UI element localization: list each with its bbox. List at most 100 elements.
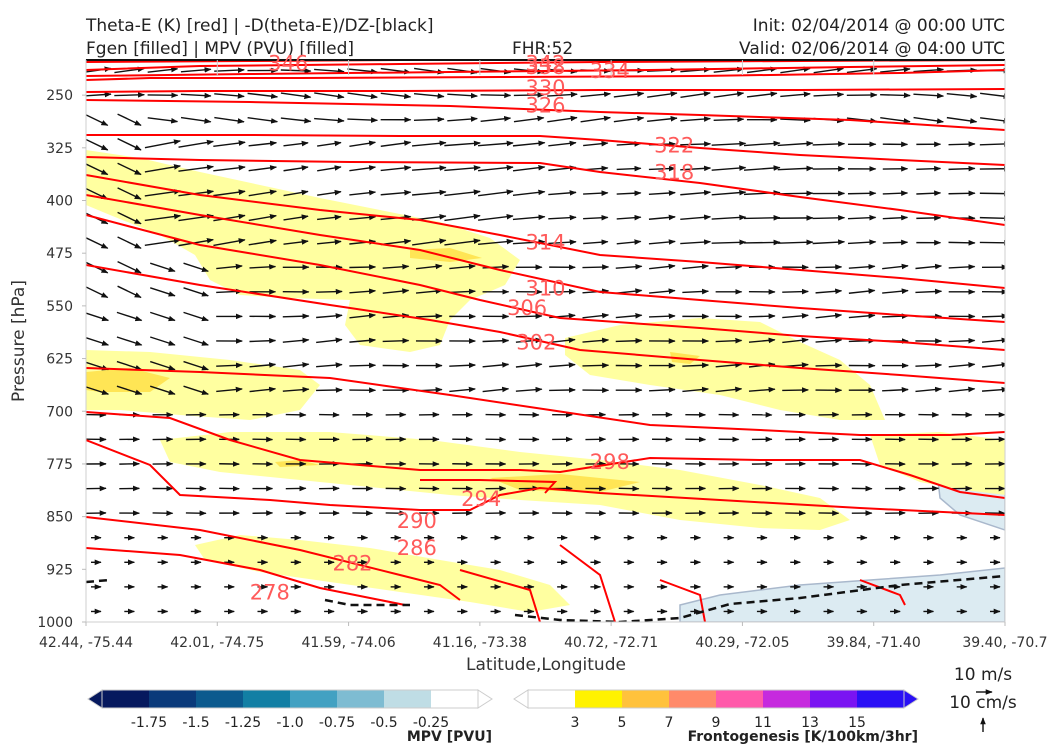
wind-vector xyxy=(583,190,609,196)
wind-vector xyxy=(715,337,743,344)
theta-e-298 xyxy=(86,411,1005,499)
wind-vector xyxy=(117,236,142,249)
cbar-fgen-tick: 3 xyxy=(571,715,580,731)
wind-vector xyxy=(615,263,643,270)
y-tick-label: 550 xyxy=(46,299,73,315)
wind-vector xyxy=(349,288,377,295)
wind-vector xyxy=(711,214,747,221)
x-tick-label: 41.59, -74.06 xyxy=(302,635,396,651)
wind-vector xyxy=(349,362,377,369)
wind-vector xyxy=(349,264,377,270)
ref-vector-horizontal-label: 10 m/s xyxy=(954,665,1012,685)
wind-vector xyxy=(915,288,943,295)
wind-vector xyxy=(213,140,246,148)
wind-vector xyxy=(648,239,676,245)
wind-vector xyxy=(815,362,843,369)
wind-vector xyxy=(946,116,978,124)
wind-vector xyxy=(782,387,809,393)
wind-vector xyxy=(249,337,277,344)
wind-vector xyxy=(178,237,214,247)
wind-vector xyxy=(117,138,142,151)
wind-vector xyxy=(515,386,543,393)
theta-e-290 xyxy=(86,516,461,601)
wind-vector xyxy=(482,337,510,344)
y-tick-label: 325 xyxy=(46,141,73,157)
wind-vector xyxy=(616,165,642,172)
y-tick-label: 850 xyxy=(46,510,73,526)
contour-label-294: 294 xyxy=(461,487,501,511)
x-tick-label: 42.44, -75.44 xyxy=(39,635,133,651)
wind-vector xyxy=(478,238,514,245)
wind-vector xyxy=(144,213,182,222)
contour-label-298: 298 xyxy=(590,450,630,474)
wind-vector xyxy=(314,117,345,124)
wind-vector xyxy=(282,313,310,319)
wind-vector xyxy=(515,313,543,319)
title-line-1: Theta-E (K) [red] | -D(theta-E)/DZ-[blac… xyxy=(85,16,434,36)
wind-vector xyxy=(549,362,576,368)
wind-vector xyxy=(86,237,109,249)
wind-vector xyxy=(812,215,846,221)
wind-vector xyxy=(815,312,843,319)
init-time: Init: 02/04/2014 @ 00:00 UTC xyxy=(753,16,1005,36)
wind-vector xyxy=(480,92,512,99)
wind-vector xyxy=(782,313,809,319)
wind-vector xyxy=(347,117,379,123)
wind-vector xyxy=(280,68,312,74)
contour-label-338: 338 xyxy=(525,55,565,79)
wind-vector xyxy=(478,164,514,172)
wind-vector xyxy=(116,385,143,395)
wind-vector xyxy=(615,313,643,319)
wind-vector xyxy=(547,115,578,123)
wind-vector xyxy=(582,362,610,369)
wind-vector xyxy=(981,313,1005,319)
wind-vector xyxy=(150,360,176,371)
wind-vector xyxy=(682,263,709,270)
wind-vector xyxy=(948,190,976,197)
wind-vector xyxy=(583,140,609,147)
fhr-label: FHR:52 xyxy=(512,39,573,59)
x-tick-label: 41.16, -73.38 xyxy=(433,635,527,651)
contour-label-334: 334 xyxy=(590,59,630,83)
wind-vector xyxy=(213,213,246,222)
wind-vector xyxy=(981,337,1005,344)
wind-vector xyxy=(616,239,642,245)
wind-vector xyxy=(180,116,212,124)
wind-vector xyxy=(183,385,209,395)
cbar-mpv-segment xyxy=(243,690,291,708)
cbar-mpv-segment xyxy=(337,690,385,708)
cbar-fgen-tick: 5 xyxy=(618,715,627,731)
wind-vector xyxy=(649,387,676,393)
wind-vector xyxy=(249,264,277,270)
wind-vector xyxy=(477,140,514,147)
cbar-fgen-segment xyxy=(528,690,576,708)
theta-e-334 xyxy=(86,69,1005,81)
wind-vectors xyxy=(86,66,1005,615)
wind-vector xyxy=(915,386,943,393)
wind-vector xyxy=(916,165,942,172)
wind-vector xyxy=(349,189,377,196)
cbar-mpv-segment xyxy=(149,690,197,708)
contour-label-278: 278 xyxy=(250,580,290,604)
title-line-2: Fgen [filled] | MPV (PVU) [filled] xyxy=(86,39,354,59)
wind-vector xyxy=(116,336,143,346)
wind-vector xyxy=(649,288,676,294)
wind-vector xyxy=(616,214,642,221)
wind-vector xyxy=(812,141,846,147)
wind-vector xyxy=(743,140,781,147)
theta-e-286 xyxy=(86,547,406,606)
wind-vector xyxy=(580,115,611,123)
wind-vector xyxy=(582,337,610,344)
wind-vector xyxy=(248,189,277,197)
wind-vector xyxy=(743,165,781,171)
wind-vector xyxy=(649,313,676,319)
cbar-mpv-tick: -1.75 xyxy=(131,715,167,731)
y-axis-label: Pressure [hPa] xyxy=(9,280,29,402)
wind-vector xyxy=(777,165,814,172)
wind-vector xyxy=(117,285,142,299)
cbar-mpv-tick: -0.5 xyxy=(370,715,397,731)
cbar-mpv-tick: -0.25 xyxy=(413,715,449,731)
wind-vector xyxy=(748,337,776,344)
wind-vector xyxy=(248,140,278,147)
wind-vector xyxy=(615,337,643,344)
